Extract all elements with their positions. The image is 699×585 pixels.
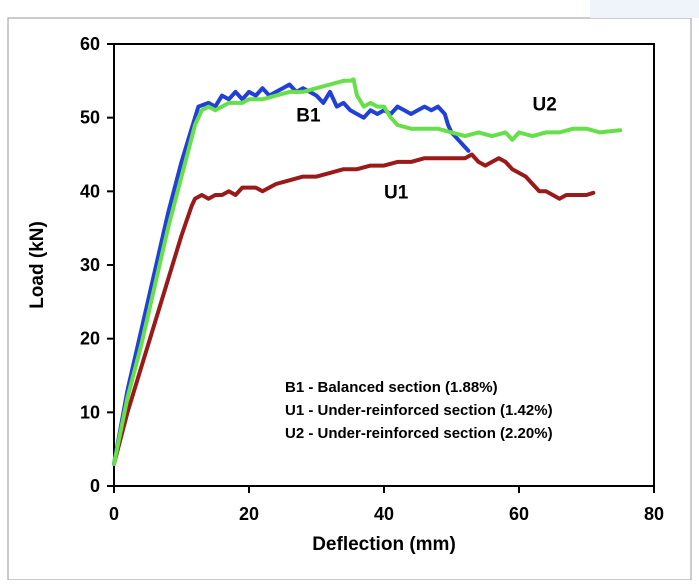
y-tick-label: 10 xyxy=(80,402,100,422)
y-tick-label: 20 xyxy=(80,329,100,349)
series-label-u1: U1 xyxy=(384,183,409,204)
series-line-u1 xyxy=(112,152,596,466)
series-line-b1 xyxy=(112,82,471,466)
x-tick-label: 0 xyxy=(109,504,119,524)
y-tick-label: 40 xyxy=(80,181,100,201)
axis-ticks: 0 10 20 30 40 50 60 0 20 40 60 80 xyxy=(80,34,664,524)
x-tick-label: 20 xyxy=(239,504,259,524)
plot-area xyxy=(113,43,655,487)
x-axis-title: Deflection (mm) xyxy=(312,534,456,555)
x-tick-label: 80 xyxy=(644,504,664,524)
y-tick-label: 50 xyxy=(80,108,100,128)
annotation-block: B1 - Balanced section (1.88%) U1 - Under… xyxy=(285,379,553,442)
x-tick-label: 40 xyxy=(374,504,394,524)
series-labels: U1 B1 U2 xyxy=(296,94,557,203)
top-right-panel xyxy=(590,0,699,18)
y-tick-label: 0 xyxy=(90,476,100,496)
series-line-u2 xyxy=(112,77,623,466)
annotation-b1: B1 - Balanced section (1.88%) xyxy=(285,379,498,396)
series-label-u2: U2 xyxy=(533,94,557,115)
y-axis-title: Load (kN) xyxy=(27,221,48,309)
series-label-b1: B1 xyxy=(296,105,321,126)
y-tick-label: 60 xyxy=(80,34,100,54)
y-tick-label: 30 xyxy=(80,255,100,275)
annotation-u2: U2 - Under-reinforced section (2.20%) xyxy=(285,425,553,442)
series-lines xyxy=(112,77,623,466)
x-tick-label: 60 xyxy=(509,504,529,524)
annotation-u1: U1 - Under-reinforced section (1.42%) xyxy=(285,402,553,419)
